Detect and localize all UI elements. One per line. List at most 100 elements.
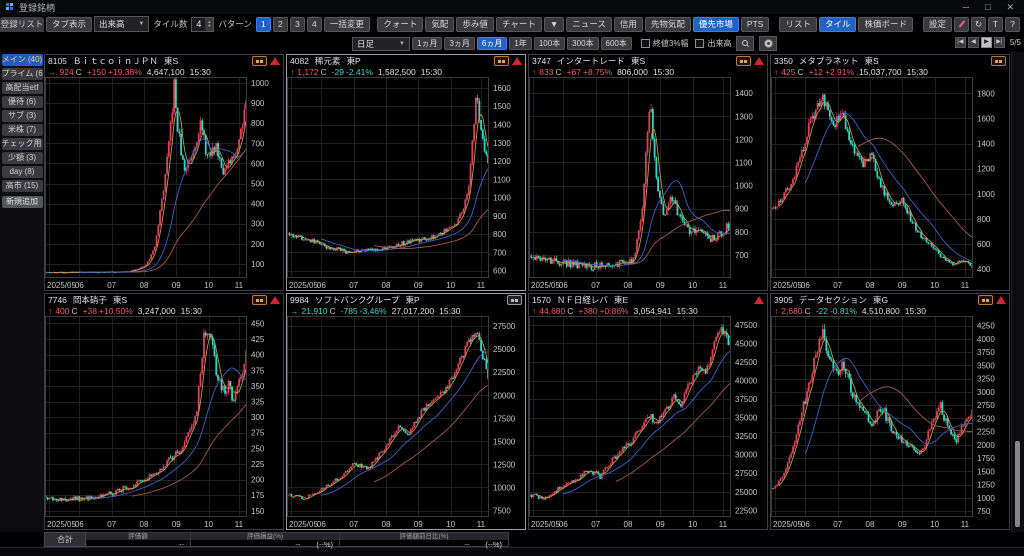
stepper-arrows-icon[interactable]: ▲ ▼	[205, 17, 214, 31]
close-flag: C	[555, 66, 562, 77]
sidebar-item-5[interactable]: 米株 (7)	[1, 124, 43, 136]
alarm-icon[interactable]	[996, 296, 1006, 304]
candlestick-chart[interactable]	[529, 316, 767, 529]
checkbox-label: 出来高	[707, 39, 732, 48]
sidebar-item-7[interactable]: 少額 (3)	[1, 152, 43, 164]
price-change-percent: +8.75%	[583, 66, 613, 77]
settings-button[interactable]: 設定	[922, 16, 952, 32]
text-button[interactable]: T	[988, 16, 1003, 32]
candlestick-chart[interactable]	[45, 316, 283, 529]
candlestick-chart[interactable]	[771, 316, 1009, 529]
sidebar-item-4[interactable]: サブ (3)	[1, 110, 43, 122]
zoom-search-button[interactable]	[736, 36, 755, 51]
tile-count-stepper[interactable]: 4 ▲ ▼	[191, 16, 215, 32]
board-badge-icon[interactable]	[736, 56, 751, 66]
range-button-0[interactable]: 1ヵ月	[412, 37, 443, 50]
range-button-1[interactable]: 3ヵ月	[444, 37, 475, 50]
ticker-name: ＢｉｔｃｏｉｎＪＰＮ	[72, 56, 158, 66]
checkbox-0[interactable]: 終値3%幅	[640, 38, 688, 49]
margin-button[interactable]: 信用	[613, 16, 643, 32]
sidebar-item-0[interactable]: メイン (40)	[1, 54, 43, 66]
range-button-3[interactable]: 1年	[509, 37, 532, 50]
list-view-button[interactable]: リスト	[779, 16, 817, 32]
last-price: 44,680	[539, 305, 566, 316]
board-badge-icon[interactable]	[978, 295, 993, 305]
chart-menu-button[interactable]: ▼	[543, 16, 565, 32]
pattern-button-2[interactable]: 2	[272, 16, 288, 32]
board-badge-icon[interactable]	[252, 56, 267, 66]
pattern-button-4[interactable]: 4	[306, 16, 322, 32]
checkbox-1[interactable]: 出来高	[695, 38, 731, 49]
timeframe-dropdown[interactable]: 日足 ▼	[352, 36, 410, 51]
candlestick-chart[interactable]	[771, 77, 1009, 290]
help-button[interactable]: ?	[1005, 16, 1020, 32]
maximize-button[interactable]: □	[985, 1, 991, 12]
tick-list-button[interactable]: 歩み値	[456, 16, 494, 32]
add-list-button[interactable]: 新規追加	[1, 196, 43, 208]
range-button-5[interactable]: 300本	[567, 37, 599, 50]
depth-button[interactable]: 気配	[425, 16, 455, 32]
close-button[interactable]: ✕	[1006, 1, 1014, 12]
summary-value: --	[179, 540, 184, 549]
sidebar-item-1[interactable]: プライム (6)	[1, 68, 43, 80]
pager-button-0[interactable]: |◀	[954, 37, 966, 48]
sidebar-item-2[interactable]: 高配当etf	[1, 82, 43, 94]
alarm-icon[interactable]	[754, 57, 764, 65]
quote-button[interactable]: クォート	[377, 16, 424, 32]
vertical-scrollbar[interactable]	[1011, 52, 1024, 532]
range-button-2[interactable]: 6ヵ月	[476, 37, 508, 50]
alarm-icon[interactable]	[270, 296, 280, 304]
futures-depth-button[interactable]: 先物気配	[644, 16, 691, 32]
ticker-market: 東P	[346, 56, 361, 66]
summary-column-2: 評価額前日比(%) -- (--%)	[340, 532, 509, 549]
summary-column-1: 評価損益(%) -- (--%)	[191, 532, 340, 549]
bulk-change-button[interactable]: 一括変更	[323, 16, 370, 32]
board-badge-icon[interactable]	[252, 295, 267, 305]
price-change: -29	[331, 66, 344, 77]
chart-panel-3350: 3350 メタプラネット 東S ↑ 425 C +12 +2.91% 15,03…	[770, 54, 1010, 291]
ticker-code: 3747	[532, 56, 551, 66]
candlestick-chart[interactable]	[529, 77, 767, 290]
chart-button[interactable]: チャート	[495, 16, 542, 32]
board-badge-icon[interactable]	[494, 56, 509, 66]
pattern-button-3[interactable]: 3	[289, 16, 305, 32]
candlestick-chart[interactable]	[287, 77, 525, 290]
board-badge-icon[interactable]	[991, 56, 1006, 66]
chart-settings-button[interactable]	[759, 36, 778, 51]
primary-market-button[interactable]: 優先市場	[692, 16, 739, 32]
board-badge-icon[interactable]	[507, 295, 522, 305]
news-button[interactable]: ニュース	[566, 16, 612, 32]
pencil-button[interactable]	[954, 16, 969, 32]
sidebar-item-9[interactable]: 高市 (15)	[1, 180, 43, 192]
price-board-button[interactable]: 株価ボード	[858, 16, 913, 32]
scrollbar-thumb[interactable]	[1015, 440, 1020, 528]
pts-button[interactable]: PTS	[740, 16, 770, 32]
summary-header: 評価額	[86, 533, 190, 540]
registered-list-tab[interactable]: 登録リスト	[0, 16, 44, 32]
panel-quote-row: → 21,910 C -785 -3.46% 27,017,200 15:30	[287, 305, 525, 316]
content-type-dropdown[interactable]: 出来高 ▼	[94, 16, 150, 32]
alarm-icon[interactable]	[754, 296, 764, 304]
quote-time: 15:30	[420, 66, 443, 77]
window-controls: ─ □ ✕	[963, 2, 1018, 13]
ticker-name: 稀元素	[314, 56, 341, 66]
pager-button-3[interactable]: ▶|	[993, 37, 1005, 48]
minimize-button[interactable]: ─	[962, 1, 970, 12]
alarm-icon[interactable]	[512, 57, 522, 65]
pager-button-2[interactable]: ▶	[980, 37, 992, 48]
candlestick-chart[interactable]	[45, 77, 283, 290]
range-button-4[interactable]: 100本	[533, 37, 566, 50]
last-price: 1,172	[297, 66, 319, 77]
sidebar-item-6[interactable]: チェック用 (	[1, 138, 43, 150]
pattern-button-1[interactable]: 1	[255, 16, 271, 32]
tab-display-button[interactable]: タブ表示	[46, 16, 93, 32]
candlestick-chart[interactable]	[287, 316, 525, 529]
pager-button-1[interactable]: ◀	[967, 37, 979, 48]
sidebar-item-3[interactable]: 優待 (6)	[1, 96, 43, 108]
alarm-icon[interactable]	[270, 57, 280, 65]
window-title: 登録銘柄	[19, 2, 56, 13]
tile-view-button[interactable]: タイル	[818, 16, 857, 32]
refresh-button[interactable]: ↻	[971, 16, 986, 32]
range-button-6[interactable]: 600本	[600, 37, 632, 50]
sidebar-item-8[interactable]: day (8)	[1, 166, 43, 178]
